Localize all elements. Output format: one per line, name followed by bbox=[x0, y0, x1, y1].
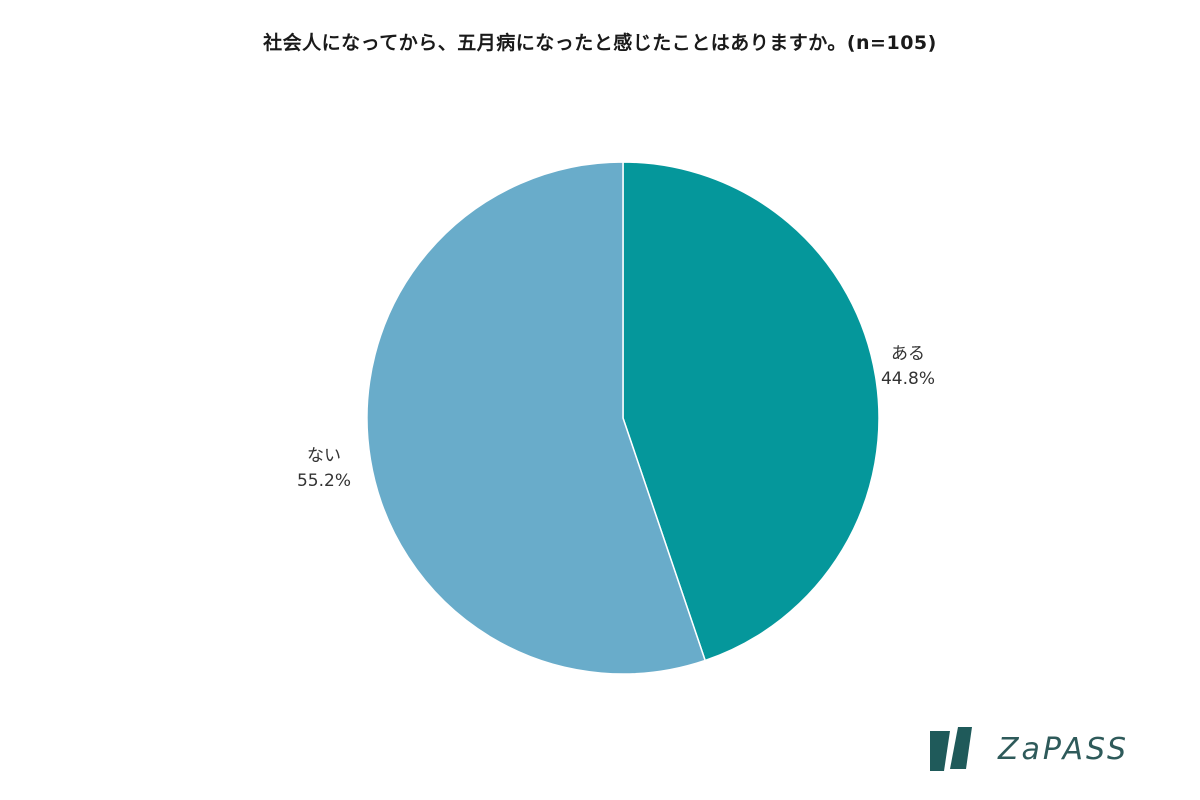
zapass-logo-icon bbox=[930, 727, 972, 771]
slice-label-nai: ない 55.2% bbox=[284, 444, 364, 494]
brand-name: ZaPASS bbox=[998, 731, 1130, 767]
pie-slice-nai bbox=[366, 161, 707, 675]
slice-label-aru: ある 44.8% bbox=[868, 342, 948, 392]
chart-title: 社会人になってから、五月病になったと感じたことはありますか。(n=105) bbox=[263, 32, 937, 54]
slice-category-nai: ない bbox=[307, 446, 341, 466]
slice-category-aru: ある bbox=[891, 344, 925, 364]
pie-slice-aru bbox=[622, 161, 880, 662]
slice-value-aru: 44.8% bbox=[880, 369, 935, 389]
slice-value-nai: 55.2% bbox=[296, 471, 351, 491]
brand-logo: ZaPASS bbox=[928, 724, 1129, 774]
